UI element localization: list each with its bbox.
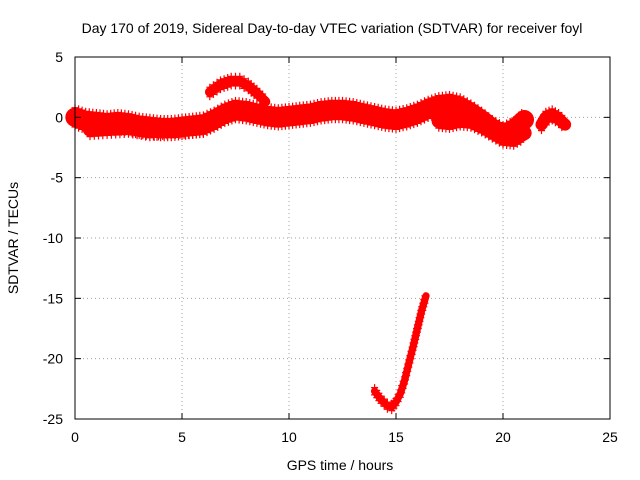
series-markers: [435, 109, 528, 150]
chart-title: Day 170 of 2019, Sidereal Day-to-day VTE…: [82, 20, 583, 36]
y-tick-label: -5: [51, 170, 64, 186]
y-tick-label: -10: [43, 230, 63, 246]
series-low-dip-curve: [370, 292, 430, 415]
y-tick-label: -25: [43, 411, 63, 427]
series-markers: [538, 105, 569, 135]
x-tick-label: 15: [388, 429, 404, 445]
series-right-segment: [535, 105, 572, 135]
x-axis-title: GPS time / hours: [287, 457, 394, 473]
series-markers: [206, 72, 269, 108]
x-tick-label: 10: [281, 429, 297, 445]
y-tick-label: 0: [55, 109, 63, 125]
series-markers: [371, 292, 430, 415]
series-secondary-band: [431, 109, 532, 150]
series-markers: [86, 112, 218, 142]
series-upper-arc: [204, 72, 271, 108]
y-axis-title: SDTVAR / TECUs: [5, 182, 21, 294]
series-layer: [65, 72, 572, 415]
y-tick-label: -15: [43, 290, 63, 306]
y-tick-label: 5: [55, 49, 63, 65]
x-tick-label: 20: [495, 429, 511, 445]
x-tick-label: 25: [602, 429, 618, 445]
x-tick-label: 0: [71, 429, 79, 445]
tick-layer: 0 5 10 15 20 25 5 0 -5 -10 -15 -20 -25: [43, 49, 618, 445]
series-lower-band: [82, 112, 222, 142]
x-tick-label: 5: [178, 429, 186, 445]
y-tick-label: -20: [43, 351, 63, 367]
